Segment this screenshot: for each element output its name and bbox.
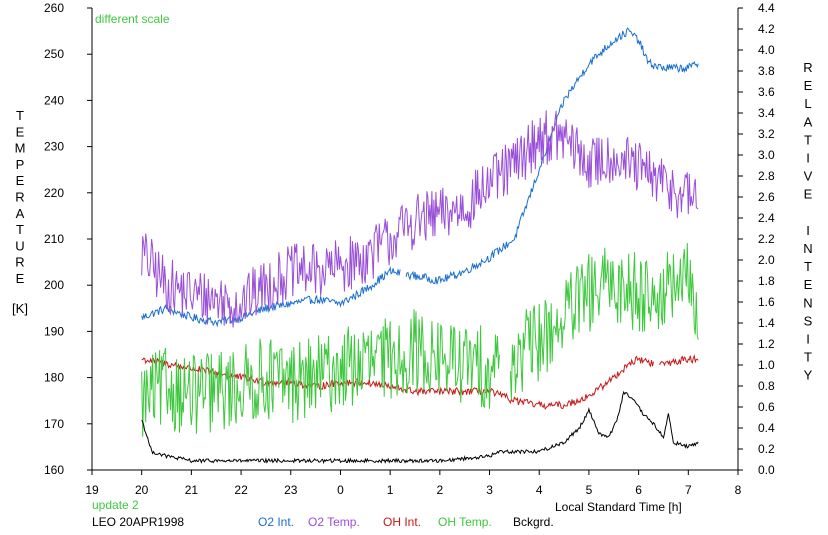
- legend-item: O2 Int.: [258, 515, 295, 529]
- right-tick-label: 1.6: [758, 295, 775, 309]
- left-axis-title-char: P: [16, 157, 25, 172]
- update-note: update 2: [92, 498, 139, 512]
- right-axis-title-char: N: [803, 295, 812, 310]
- x-tick-label: 1: [387, 483, 394, 497]
- right-axis-title-char: I: [806, 223, 810, 238]
- right-tick-label: 3.2: [758, 127, 775, 141]
- right-tick-label: 1.8: [758, 274, 775, 288]
- right-axis-title-char: T: [804, 132, 812, 147]
- right-tick-label: 0.0: [758, 463, 775, 477]
- left-tick-label: 260: [44, 1, 64, 15]
- series-line-o2-int: [141, 27, 699, 328]
- series-lines: [141, 27, 699, 465]
- left-tick-label: 210: [44, 232, 64, 246]
- different-scale-note: different scale: [95, 12, 170, 26]
- right-axis-title-char: S: [804, 313, 813, 328]
- right-axis-title-char: I: [806, 151, 810, 166]
- right-tick-label: 0.6: [758, 400, 775, 414]
- x-axis-label: Local Standard Time [h]: [555, 500, 682, 514]
- right-axis-title-char: E: [804, 277, 813, 292]
- x-tick-label: 4: [536, 483, 543, 497]
- right-tick-label: 2.4: [758, 211, 775, 225]
- left-tick-label: 190: [44, 324, 64, 338]
- x-tick-label: 22: [234, 483, 248, 497]
- x-tick-label: 7: [685, 483, 692, 497]
- right-axis-title-char: V: [804, 169, 813, 184]
- right-tick-label: 4.0: [758, 43, 775, 57]
- left-tick-label: 220: [44, 186, 64, 200]
- right-tick-label: 4.4: [758, 1, 775, 15]
- right-tick-label: 2.0: [758, 253, 775, 267]
- left-axis-title-char: E: [16, 173, 25, 188]
- left-axis-title-char: A: [16, 206, 25, 221]
- left-tick-label: 180: [44, 371, 64, 385]
- x-tick-label: 8: [735, 483, 742, 497]
- right-tick-label: 3.8: [758, 64, 775, 78]
- right-tick-label: 3.0: [758, 148, 775, 162]
- x-tick-label: 2: [437, 483, 444, 497]
- series-line-o2-temp: [141, 110, 699, 328]
- left-axis-title-char: R: [15, 190, 24, 205]
- right-tick-label: 3.4: [758, 106, 775, 120]
- left-tick-label: 170: [44, 417, 64, 431]
- right-axis-title-char: R: [803, 60, 812, 75]
- x-tick-label: 20: [135, 483, 149, 497]
- right-tick-label: 1.4: [758, 316, 775, 330]
- right-tick-label: 1.2: [758, 337, 775, 351]
- right-tick-label: 0.4: [758, 421, 775, 435]
- x-tick-label: 21: [185, 483, 199, 497]
- right-tick-label: 4.2: [758, 22, 775, 36]
- right-tick-label: 2.2: [758, 232, 775, 246]
- right-axis-title-char: Y: [804, 368, 813, 383]
- x-tick-label: 5: [586, 483, 593, 497]
- right-axis-title-char: T: [804, 350, 812, 365]
- left-axis-title-char: E: [16, 124, 25, 139]
- plot-frame: [91, 8, 739, 471]
- right-tick-label: 0.8: [758, 379, 775, 393]
- x-tick-label: 19: [85, 483, 99, 497]
- legend-item: OH Temp.: [438, 515, 492, 529]
- left-tick-label: 200: [44, 278, 64, 292]
- right-tick-label: 3.6: [758, 85, 775, 99]
- right-axis-title-char: A: [804, 114, 813, 129]
- axis-ticks: 1601701801902002102202302402502600.00.20…: [44, 1, 775, 497]
- right-tick-label: 1.0: [758, 358, 775, 372]
- legend-item: OH Int.: [383, 515, 422, 529]
- series-line-oh-temp: [141, 242, 699, 437]
- legend-item: Bckgrd.: [513, 515, 554, 529]
- x-tick-label: 6: [635, 483, 642, 497]
- left-axis-title-char: T: [16, 108, 24, 123]
- x-tick-label: 23: [284, 483, 298, 497]
- right-tick-label: 0.2: [758, 442, 775, 456]
- right-tick-label: 2.8: [758, 169, 775, 183]
- site-date-label: LEO 20APR1998: [92, 515, 185, 529]
- left-tick-label: 250: [44, 47, 64, 61]
- series-line-bckgrd: [141, 390, 699, 465]
- left-tick-label: 160: [44, 463, 64, 477]
- right-axis-title-char: E: [804, 187, 813, 202]
- left-axis-title-char: T: [16, 222, 24, 237]
- left-axis-title-char: E: [16, 271, 25, 286]
- left-axis-title-char: M: [15, 141, 26, 156]
- legend-item: O2 Temp.: [308, 515, 360, 529]
- right-axis-title-char: E: [804, 78, 813, 93]
- x-tick-label: 0: [337, 483, 344, 497]
- right-axis-title-char: T: [804, 259, 812, 274]
- right-axis-title-char: N: [803, 241, 812, 256]
- left-axis-unit: [K]: [12, 301, 28, 316]
- left-tick-label: 230: [44, 140, 64, 154]
- left-axis-title-char: R: [15, 255, 24, 270]
- right-axis-title-char: L: [804, 96, 811, 111]
- right-tick-label: 2.6: [758, 190, 775, 204]
- left-tick-label: 240: [44, 93, 64, 107]
- right-axis-title-char: I: [806, 332, 810, 347]
- left-axis-title-char: U: [15, 238, 24, 253]
- x-tick-label: 3: [486, 483, 493, 497]
